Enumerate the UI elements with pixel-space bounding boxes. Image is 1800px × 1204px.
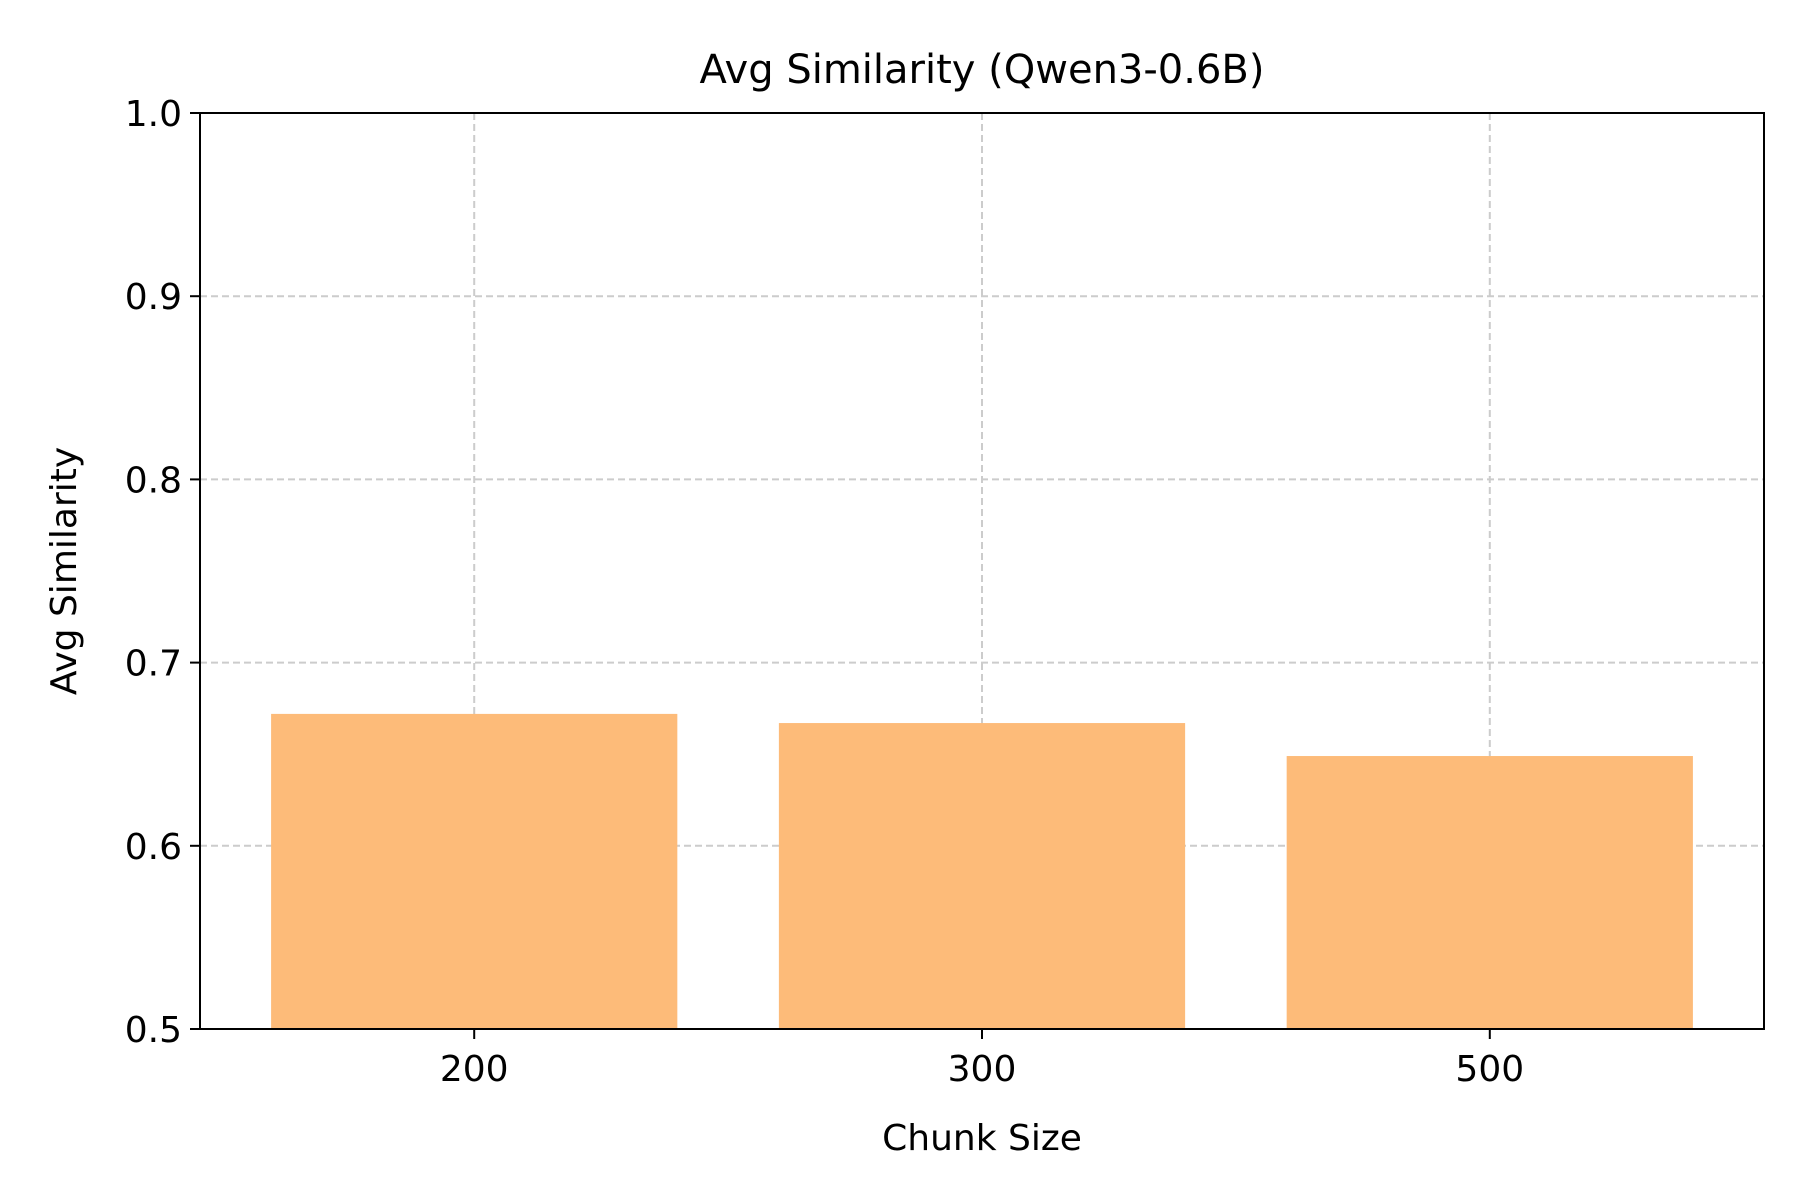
x-tick-label: 300 [948,1049,1017,1090]
x-axis-label: Chunk Size [882,1118,1082,1159]
bar-layer [271,713,1693,1029]
y-tick-label: 1.0 [125,94,182,135]
bar-500 [1286,756,1693,1029]
bar-300 [778,723,1186,1029]
y-tick-label: 0.8 [125,460,182,501]
y-tick-label: 0.5 [125,1010,182,1051]
x-tick-label: 200 [440,1049,509,1090]
x-tick-label: 500 [1455,1049,1524,1090]
y-tick-label: 0.6 [125,827,182,868]
y-tick-label: 0.9 [125,277,182,318]
y-tick-label: 0.7 [125,644,182,685]
bar-200 [271,713,678,1029]
tick-layer: 0.5 0.6 0.7 0.8 0.9 1.0 200 300 500 [125,94,1524,1090]
chart-title: Avg Similarity (Qwen3-0.6B) [700,47,1265,93]
y-axis-label: Avg Similarity [44,447,85,695]
